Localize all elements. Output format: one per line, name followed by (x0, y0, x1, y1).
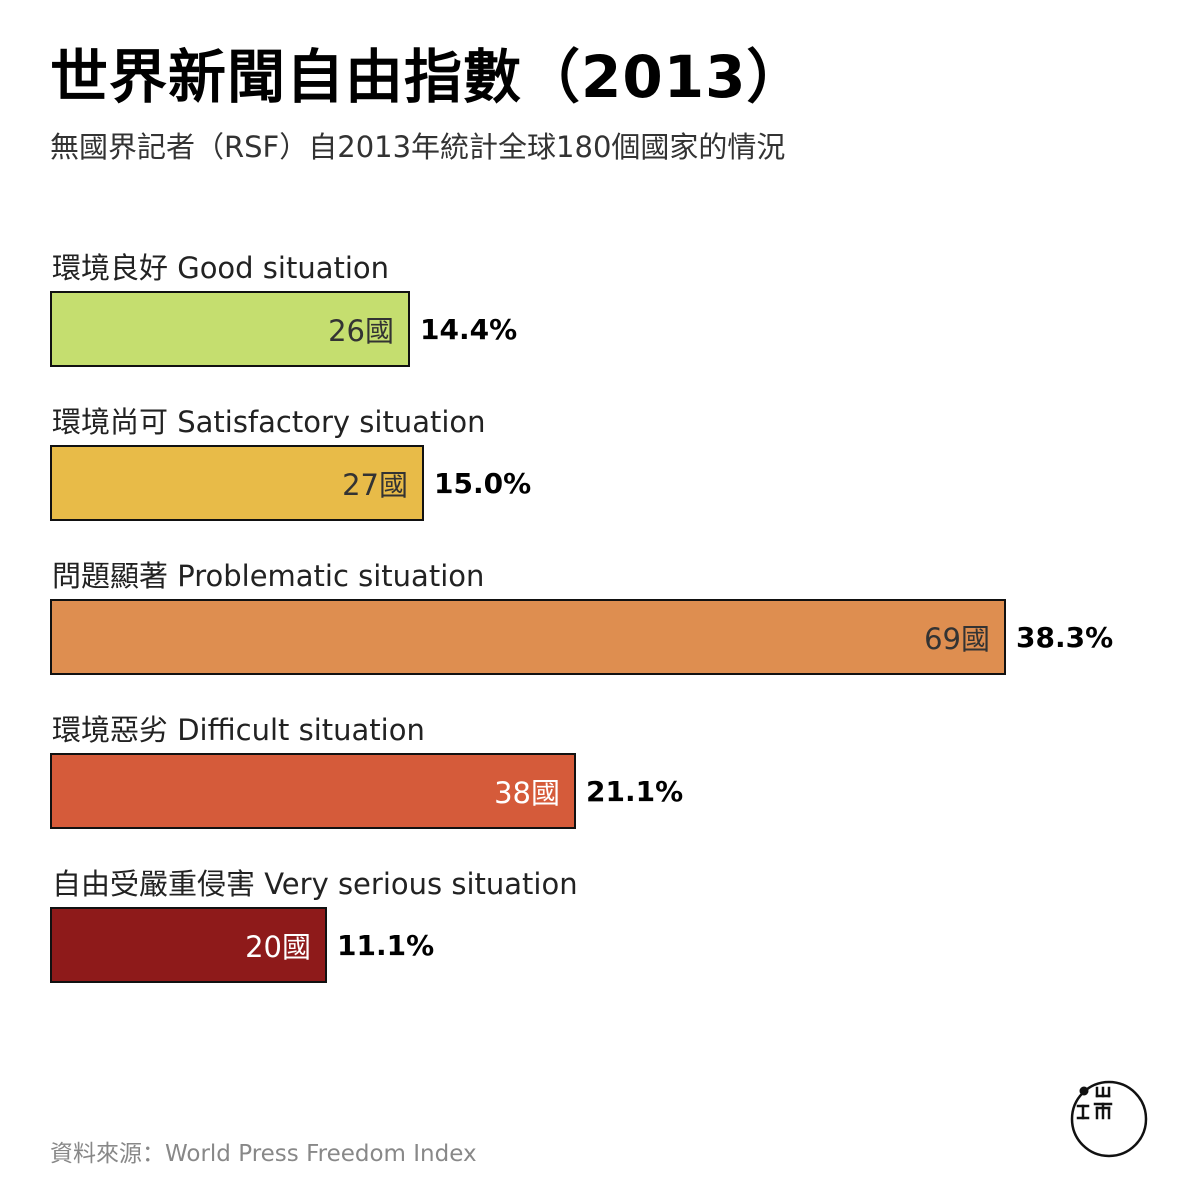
bar: 27國 (50, 445, 424, 521)
source-note: 資料來源：World Press Freedom Index (50, 1141, 477, 1167)
bar-count-label: 20國 (245, 930, 311, 964)
percent-label: 14.4% (420, 312, 518, 346)
bar: 26國 (50, 291, 410, 367)
chart-title: 世界新聞自由指數（2013） (50, 43, 806, 111)
bar-count-label: 27國 (342, 468, 408, 502)
percent-label: 21.1% (586, 774, 684, 808)
category-label: 問題顯著 Problematic situation (52, 559, 485, 593)
bar-count-label: 26國 (328, 314, 394, 348)
category-label: 環境良好 Good situation (52, 251, 390, 285)
bar: 69國 (50, 599, 1006, 675)
category-label: 環境惡劣 Difficult situation (52, 713, 425, 747)
brand-logo-icon (1070, 1080, 1148, 1158)
percent-label: 15.0% (434, 466, 532, 500)
bar: 20國 (50, 907, 327, 983)
bar-count-label: 38國 (494, 776, 560, 810)
category-label: 自由受嚴重侵害 Very serious situation (52, 867, 578, 901)
bar-count-label: 69國 (924, 622, 990, 656)
category-label: 環境尚可 Satisfactory situation (52, 405, 486, 439)
chart-subtitle: 無國界記者（RSF）自2013年統計全球180個國家的情況 (50, 130, 786, 164)
bar: 38國 (50, 753, 576, 829)
percent-label: 38.3% (1016, 620, 1114, 654)
percent-label: 11.1% (337, 928, 435, 962)
